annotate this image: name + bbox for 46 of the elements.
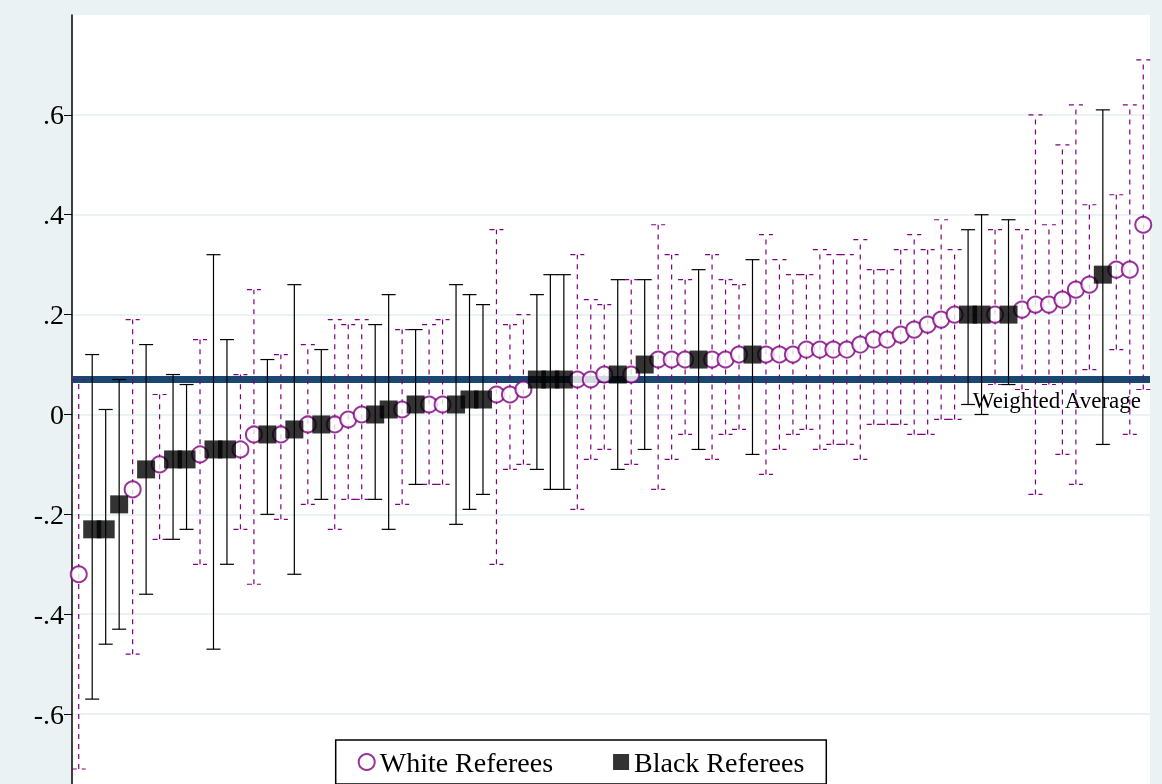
point [96,520,115,539]
point [743,345,762,364]
point [339,410,358,429]
point [1039,295,1058,314]
legend-label: Black Referees [634,746,805,778]
point [217,440,236,459]
point [514,380,533,399]
point [406,395,425,414]
point [581,370,600,389]
point [69,565,88,584]
point [878,330,897,349]
point [285,420,304,439]
point [258,425,277,444]
point [837,340,856,359]
point [137,460,156,479]
point [177,450,196,469]
y-tick-label: .2 [43,299,64,331]
point [972,305,991,324]
y-tick-label: 0 [50,398,64,430]
point [905,320,924,339]
point [1134,215,1153,234]
point [379,400,398,419]
point [932,310,951,329]
y-tick-label: .4 [43,199,64,231]
point [635,355,654,374]
point [608,365,627,384]
point [500,385,519,404]
point [1093,265,1112,284]
point [851,335,870,354]
point [1080,275,1099,294]
point [1053,290,1072,309]
point [110,495,129,514]
point [689,350,708,369]
point [473,390,492,409]
point [1066,280,1085,299]
y-tick-label: -.4 [33,598,64,630]
y-tick-label: -.6 [33,698,64,730]
point [999,305,1018,324]
point [312,415,331,434]
point [783,345,802,364]
legend-label: White Referees [379,746,554,778]
point [554,370,573,389]
point [1120,260,1139,279]
y-tick-label: .6 [43,99,64,131]
y-tick-label: -.2 [33,498,64,530]
point [123,480,142,499]
